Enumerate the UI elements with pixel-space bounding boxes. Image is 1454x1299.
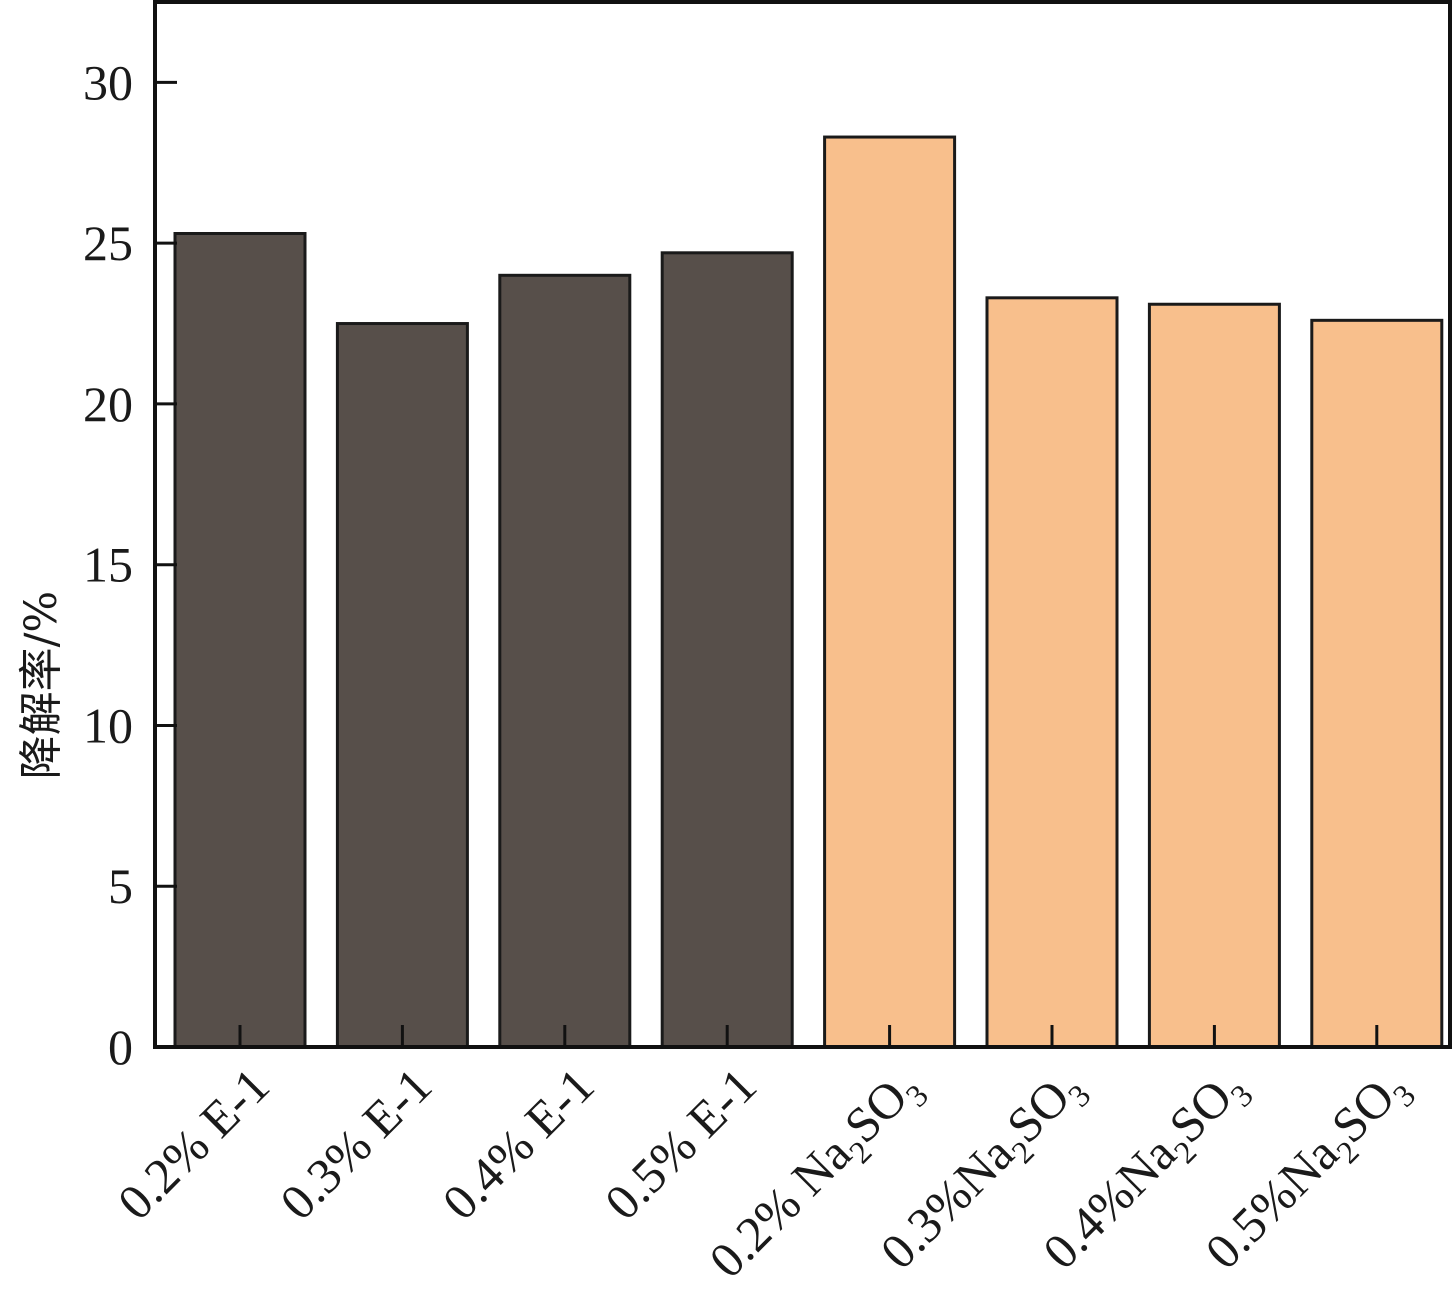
bar [823, 135, 957, 1049]
y-tick-label: 5 [108, 858, 133, 914]
bar [498, 273, 632, 1049]
y-tick-label: 15 [83, 537, 133, 593]
bar [660, 251, 794, 1049]
x-tick-label: 0.5% E-1 [594, 1057, 767, 1230]
bar [1310, 318, 1444, 1049]
bar [1147, 302, 1281, 1049]
x-tick-label: 0.4% E-1 [431, 1057, 604, 1230]
bars-group [173, 135, 1444, 1049]
x-axis-labels: 0.2% E-10.3% E-10.4% E-10.5% E-10.2% Na2… [107, 1057, 1423, 1288]
y-axis-title: 降解率/% [16, 591, 67, 780]
bar [985, 296, 1119, 1049]
plot-frame [153, 0, 1452, 1049]
bar [173, 232, 307, 1049]
bar [335, 322, 469, 1049]
y-axis: 0 5 10 15 20 25 30 [83, 54, 177, 1075]
y-tick-label: 0 [108, 1019, 133, 1075]
y-tick-label: 30 [83, 54, 133, 110]
x-tick-label: 0.3% E-1 [269, 1057, 442, 1230]
y-tick-label: 25 [83, 215, 133, 271]
y-tick-label: 10 [83, 697, 133, 753]
y-tick-label: 20 [83, 376, 133, 432]
x-tick-label: 0.2% E-1 [107, 1057, 280, 1230]
category-ticks [238, 1025, 1379, 1047]
